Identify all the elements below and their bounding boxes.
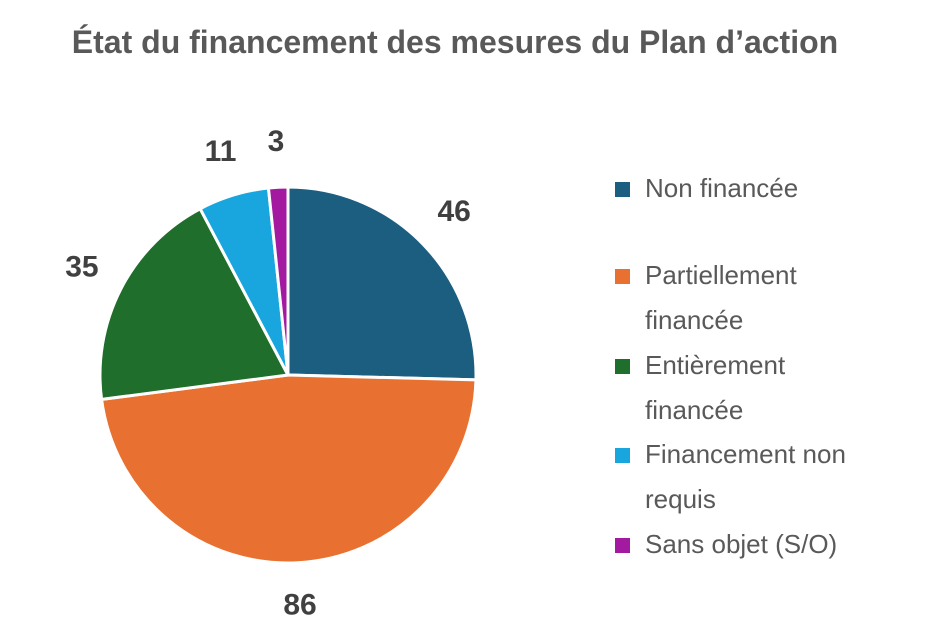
data-label: 46 <box>437 195 470 228</box>
pie-slice <box>286 185 478 382</box>
legend-label: Non financée <box>645 173 799 203</box>
legend-label: Sans objet (S/O) <box>645 529 838 559</box>
legend-swatch <box>615 359 630 374</box>
pie-slice <box>98 206 291 402</box>
data-label: 11 <box>205 135 237 168</box>
legend-entry: Entièrement financée <box>615 343 915 433</box>
chart-title: État du financement des mesures du Plan … <box>71 24 839 60</box>
legend-label: Financement non requis <box>645 439 846 514</box>
legend-entry: Financement non requis <box>615 432 915 522</box>
legend-swatch <box>615 269 630 284</box>
legend-label: Entièrement financée <box>645 350 786 425</box>
data-label: 35 <box>65 250 98 283</box>
pie-slice <box>266 185 290 376</box>
legend-swatch <box>615 538 630 553</box>
legend-entry: Non financée <box>615 166 915 211</box>
data-label: 3 <box>268 125 285 158</box>
legend-swatch <box>615 448 630 463</box>
data-label: 86 <box>283 589 316 622</box>
legend-entry: Partiellement financée <box>615 253 915 343</box>
pie-slice <box>99 373 478 565</box>
legend-label: Partiellement financée <box>645 260 797 335</box>
legend-swatch <box>615 182 630 197</box>
legend-entry: Sans objet (S/O) <box>615 522 915 567</box>
